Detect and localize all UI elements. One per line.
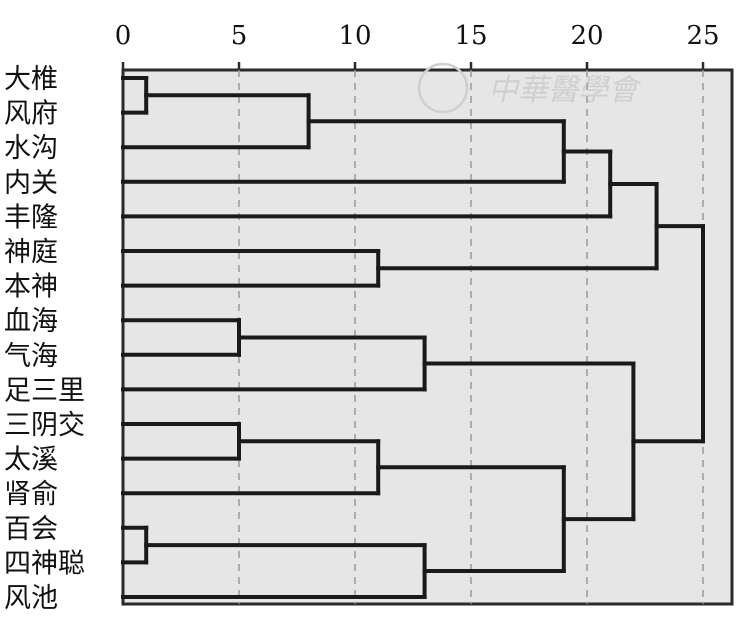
leaf-label: 风府 [4,99,58,130]
x-axis-ticks: 0 5 10 15 20 25 [115,21,720,70]
leaf-label: 本神 [4,272,58,303]
leaf-label: 百会 [4,514,58,545]
leaf-label: 神庭 [4,237,58,268]
leaf-label: 太溪 [4,445,58,476]
tick-label-10: 10 [338,21,371,51]
leaf-label: 肾俞 [4,479,58,510]
leaf-label: 大椎 [4,64,58,95]
tick-label-5: 5 [231,21,248,51]
leaf-label: 血海 [4,306,58,337]
tick-label-25: 25 [686,21,719,51]
leaf-label: 丰隆 [4,202,58,233]
leaf-label: 四神聪 [4,548,85,579]
plot-frame [121,68,734,606]
tick-label-15: 15 [454,21,487,51]
watermark-seal-icon [417,62,469,114]
tick-label-0: 0 [115,21,132,51]
watermark: 中華醫學會 [417,62,642,114]
leaf-label: 内关 [4,168,58,199]
leaf-label: 气海 [4,341,58,372]
watermark-text: 中華醫學會 [488,73,642,108]
leaf-label: 风池 [4,583,58,614]
tick-label-20: 20 [570,21,603,51]
leaf-label: 足三里 [4,375,85,406]
leaf-label: 水沟 [4,133,58,164]
dendrogram-branches [121,76,705,599]
leaf-label: 三阴交 [4,410,85,441]
